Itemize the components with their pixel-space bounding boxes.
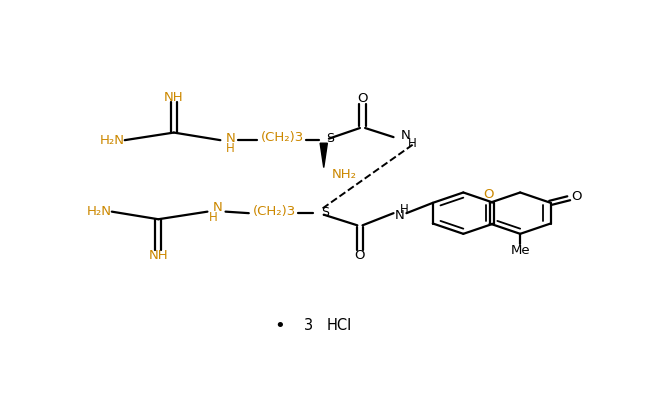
- Text: N: N: [213, 201, 223, 214]
- Text: H₂N: H₂N: [87, 205, 111, 218]
- Text: NH: NH: [149, 248, 168, 261]
- Text: O: O: [483, 188, 494, 201]
- Text: H₂N: H₂N: [99, 134, 124, 147]
- Text: (CH₂)3: (CH₂)3: [253, 205, 296, 218]
- Text: Me: Me: [510, 244, 530, 257]
- Text: O: O: [358, 92, 368, 105]
- Polygon shape: [320, 143, 327, 167]
- Text: (CH₂)3: (CH₂)3: [261, 131, 304, 144]
- Text: HCl: HCl: [327, 318, 352, 333]
- Text: H: H: [209, 211, 218, 224]
- Text: NH: NH: [164, 91, 183, 104]
- Text: O: O: [571, 190, 582, 203]
- Text: S: S: [321, 206, 329, 219]
- Text: H: H: [226, 142, 235, 155]
- Text: N: N: [401, 129, 410, 142]
- Text: NH₂: NH₂: [331, 168, 356, 181]
- Text: S: S: [325, 132, 334, 145]
- Text: H: H: [400, 203, 408, 216]
- Text: H: H: [408, 137, 417, 150]
- Text: N: N: [394, 209, 404, 222]
- Text: 3: 3: [303, 318, 313, 333]
- Text: O: O: [355, 249, 365, 262]
- Text: N: N: [226, 132, 235, 145]
- Text: •: •: [274, 317, 285, 335]
